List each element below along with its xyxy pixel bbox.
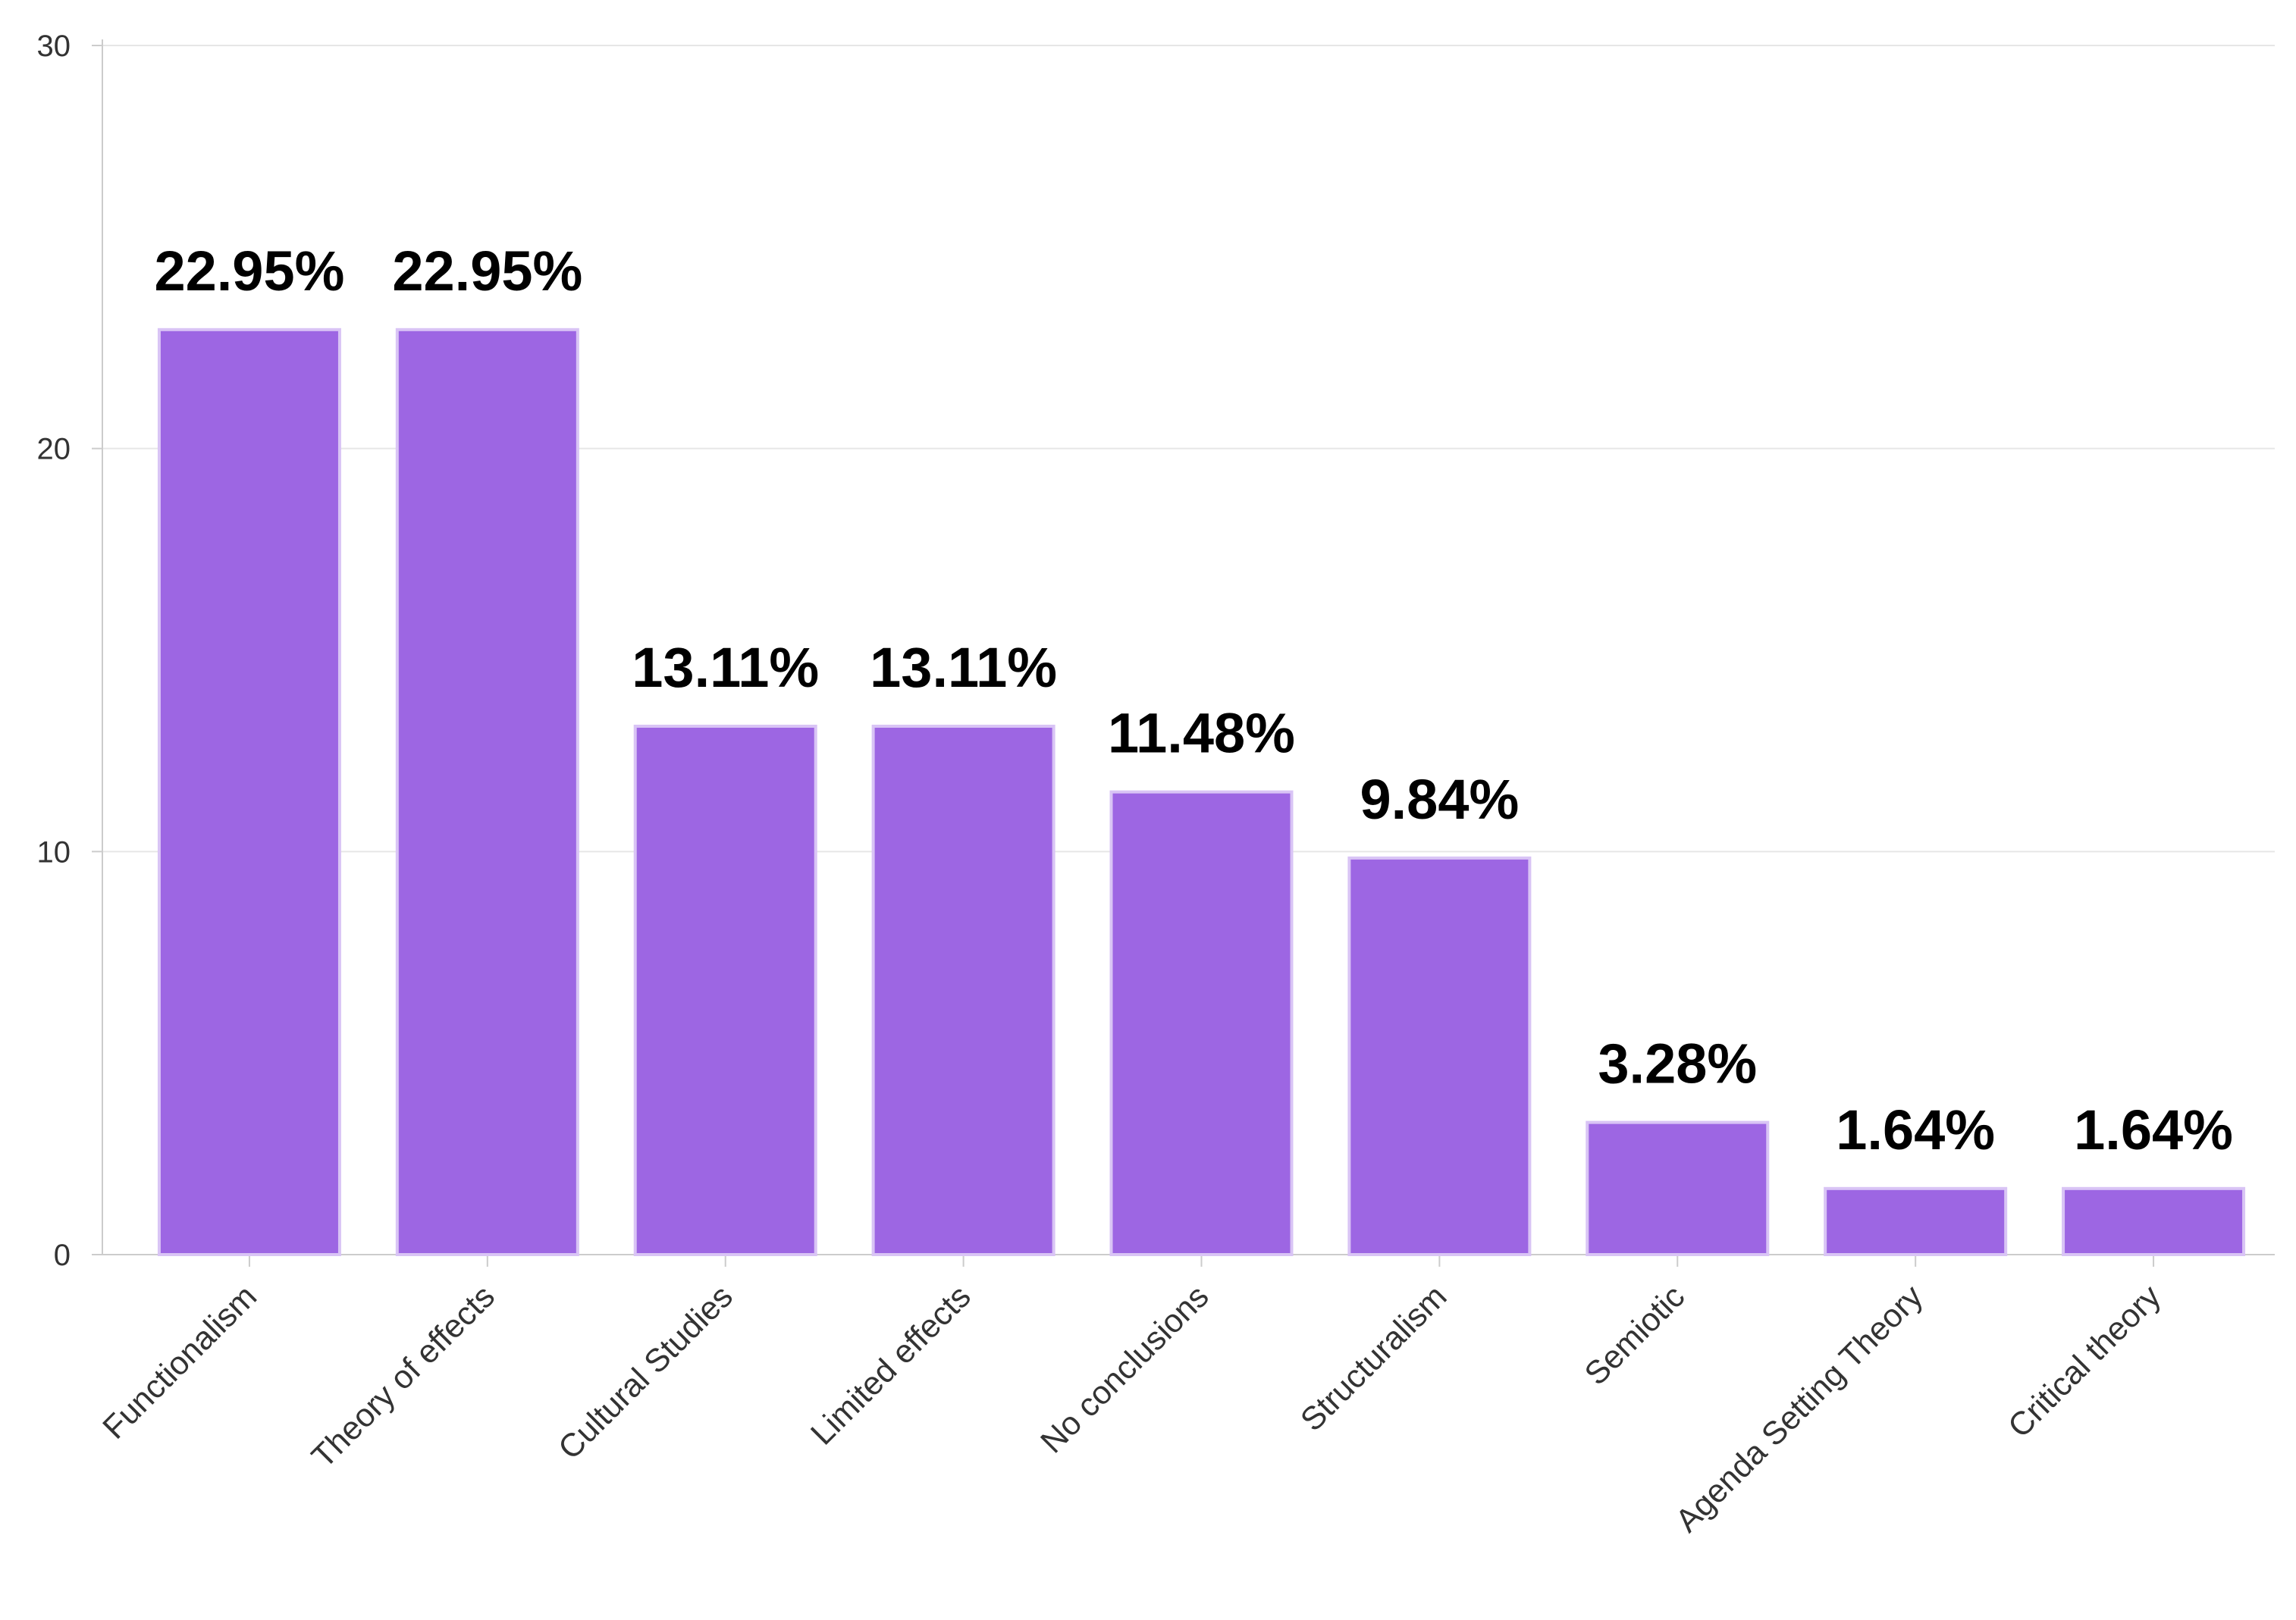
bars [157, 327, 2246, 1257]
bar [1824, 1186, 2008, 1256]
data-label: 9.84% [1360, 768, 1519, 831]
category-label: Critical theory [2001, 1278, 2168, 1445]
data-label: 11.48% [1108, 702, 1295, 765]
category-label: No conclusions [1034, 1278, 1215, 1460]
data-label: 22.95% [154, 240, 344, 302]
bar [1109, 790, 1294, 1256]
bar [871, 724, 1055, 1256]
category-label: Structuralism [1294, 1278, 1454, 1438]
data-label: 22.95% [392, 240, 582, 302]
bar [395, 327, 579, 1257]
category-label: Theory of effects [305, 1278, 502, 1475]
bar [1347, 856, 1532, 1256]
category-label: Agenda Setting Theory [1669, 1278, 1931, 1540]
bar [633, 724, 817, 1256]
data-label: 3.28% [1598, 1032, 1757, 1095]
y-tick-label: 0 [54, 1239, 71, 1272]
data-label: 1.64% [2074, 1098, 2233, 1161]
bar [157, 327, 341, 1257]
category-label: Cultural Studies [551, 1278, 740, 1467]
category-label: Semiotic [1578, 1278, 1692, 1393]
y-tick-label: 20 [37, 433, 71, 466]
data-label: 13.11% [632, 636, 819, 699]
y-tick-label: 10 [37, 835, 71, 869]
bar [2062, 1186, 2246, 1256]
data-label: 13.11% [870, 636, 1057, 699]
category-label: Limited effects [804, 1278, 977, 1452]
category-labels: Functionalism Theory of effects Cultural S… [96, 1278, 2169, 1540]
data-labels: 22.95% 22.95% 13.11% 13.11% 11.48% 9.84% 3.28%… [154, 240, 2233, 1161]
category-label: Functionalism [96, 1278, 265, 1446]
data-label: 1.64% [1836, 1098, 1995, 1161]
y-tick-label: 30 [37, 30, 71, 63]
bar [1586, 1120, 1770, 1256]
